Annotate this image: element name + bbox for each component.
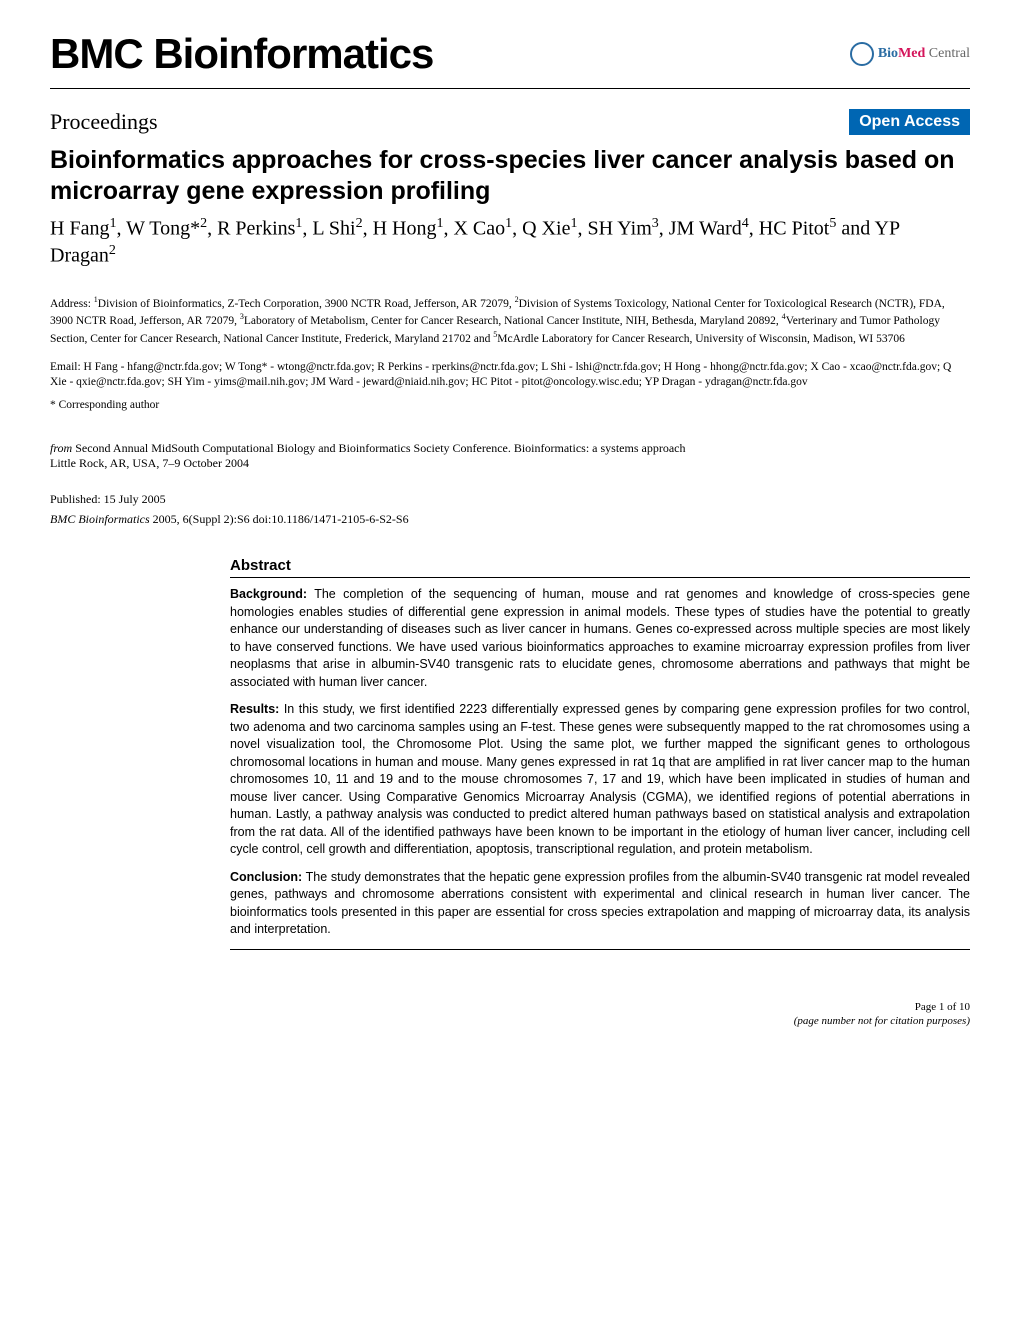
conference-name: Second Annual MidSouth Computational Bio… xyxy=(75,441,685,455)
page-header: BMC Bioinformatics BioMed Central xyxy=(0,0,1020,88)
conference-location: Little Rock, AR, USA, 7–9 October 2004 xyxy=(50,456,249,470)
proceedings-row: Proceedings Open Access xyxy=(0,89,1020,140)
conclusion-text: The study demonstrates that the hepatic … xyxy=(230,870,970,937)
biomed-logo: BioMed Central xyxy=(850,42,970,66)
citation-journal: BMC Bioinformatics xyxy=(50,512,150,526)
abstract-heading: Abstract xyxy=(230,557,970,578)
background-label: Background: xyxy=(230,587,307,601)
published-date: Published: 15 July 2005 xyxy=(0,477,1020,510)
citation-line: BMC Bioinformatics 2005, 6(Suppl 2):S6 d… xyxy=(0,510,1020,547)
biomed-text: BioMed Central xyxy=(878,46,970,62)
abstract-box: Abstract Background: The completion of t… xyxy=(230,557,970,950)
proceedings-label: Proceedings xyxy=(50,109,158,135)
abstract-bottom-rule xyxy=(230,949,970,950)
authors-list: H Fang1, W Tong*2, R Perkins1, L Shi2, H… xyxy=(0,213,1020,290)
journal-title: BMC Bioinformatics xyxy=(50,30,433,78)
abstract-conclusion: Conclusion: The study demonstrates that … xyxy=(230,869,970,939)
article-title: Bioinformatics approaches for cross-spec… xyxy=(0,140,1020,213)
conference-from-block: from Second Annual MidSouth Computationa… xyxy=(0,441,1020,477)
results-text: In this study, we first identified 2223 … xyxy=(230,702,970,856)
biomed-circle-icon xyxy=(850,42,874,66)
abstract-results: Results: In this study, we first identif… xyxy=(230,701,970,859)
results-label: Results: xyxy=(230,702,279,716)
page-number: Page 1 of 10 xyxy=(794,1000,970,1014)
conclusion-label: Conclusion: xyxy=(230,870,302,884)
page-footer: Page 1 of 10 (page number not for citati… xyxy=(0,960,1020,1059)
background-text: The completion of the sequencing of huma… xyxy=(230,587,970,689)
open-access-badge: Open Access xyxy=(849,109,970,135)
citation-rest: 2005, 6(Suppl 2):S6 doi:10.1186/1471-210… xyxy=(150,512,409,526)
emails: Email: H Fang - hfang@nctr.fda.gov; W To… xyxy=(0,355,1020,399)
from-prefix: from xyxy=(50,441,75,455)
affiliations: Address: 1Division of Bioinformatics, Z-… xyxy=(0,290,1020,355)
corresponding-author-note: * Corresponding author xyxy=(0,399,1020,441)
abstract-background: Background: The completion of the sequen… xyxy=(230,586,970,691)
footer-citation-note: (page number not for citation purposes) xyxy=(794,1014,970,1028)
